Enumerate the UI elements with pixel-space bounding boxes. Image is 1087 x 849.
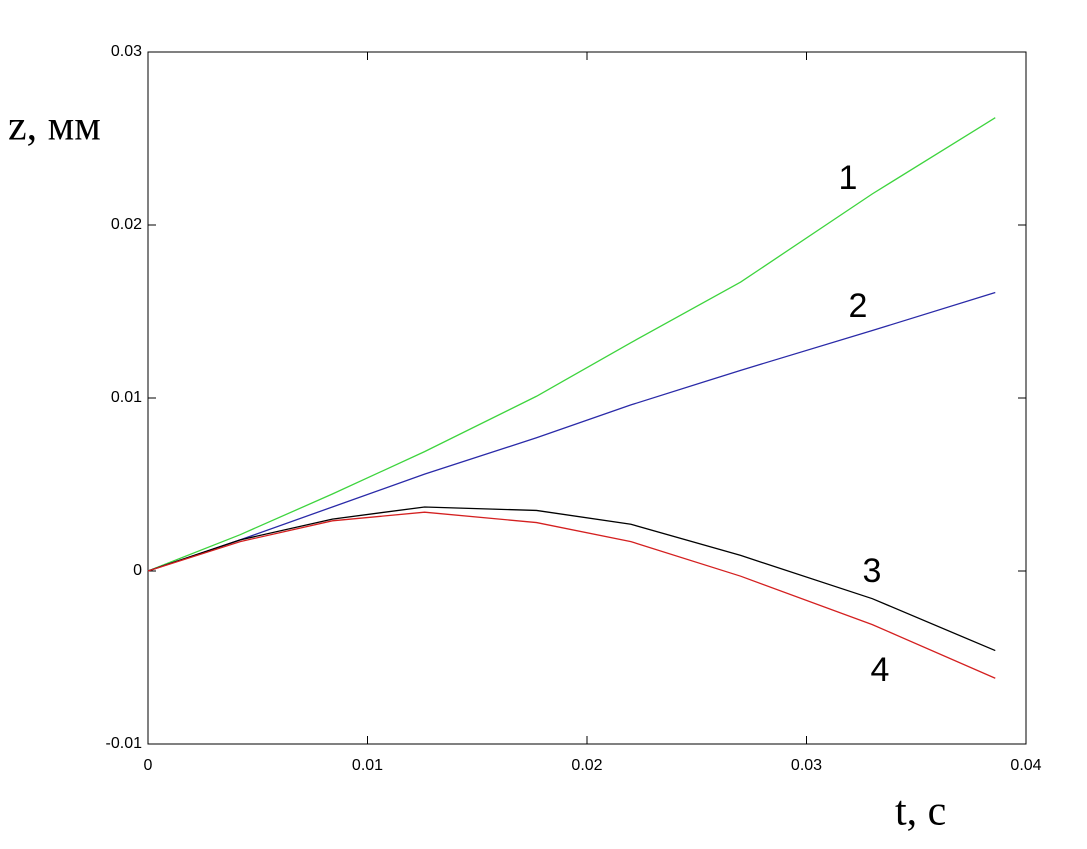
x-tick-label: 0.01 — [352, 757, 383, 774]
series-line — [147, 506, 996, 652]
series-label: 1 — [839, 159, 858, 197]
y-tick-label: 0.02 — [111, 216, 142, 233]
y-tick-label: 0.03 — [111, 43, 142, 60]
y-tick-label: -0.01 — [106, 735, 143, 752]
plot-frame — [147, 51, 1027, 745]
x-tick-label: 0.02 — [571, 757, 602, 774]
x-tick-label: 0 — [144, 757, 153, 774]
series-line — [147, 117, 996, 572]
y-axis-label: z, мм — [8, 104, 101, 150]
series-label: 4 — [871, 651, 890, 689]
x-tick-label: 0.04 — [1010, 757, 1041, 774]
y-tick-label: 0 — [133, 562, 142, 579]
x-axis-label: t, с — [895, 789, 946, 835]
series-label: 2 — [849, 287, 868, 325]
x-tick-label: 0.03 — [791, 757, 822, 774]
series-label: 3 — [863, 552, 882, 590]
y-tick-label: 0.01 — [111, 389, 142, 406]
series-line — [147, 291, 996, 572]
series-line — [147, 511, 996, 679]
